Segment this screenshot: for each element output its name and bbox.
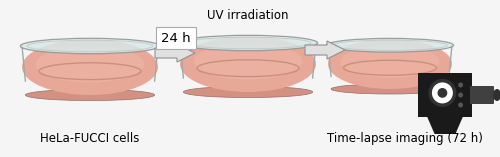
Ellipse shape <box>328 39 452 89</box>
Ellipse shape <box>326 38 454 52</box>
FancyBboxPatch shape <box>418 73 472 117</box>
Text: 24 h: 24 h <box>161 32 191 44</box>
Polygon shape <box>224 39 272 40</box>
Ellipse shape <box>331 84 449 94</box>
Ellipse shape <box>438 88 448 98</box>
Ellipse shape <box>458 92 463 97</box>
FancyBboxPatch shape <box>470 86 494 104</box>
FancyBboxPatch shape <box>156 27 196 49</box>
Text: Time-lapse imaging (72 h): Time-lapse imaging (72 h) <box>327 132 483 145</box>
Polygon shape <box>305 41 345 59</box>
Ellipse shape <box>178 35 318 51</box>
Polygon shape <box>194 39 302 40</box>
Text: UV irradiation: UV irradiation <box>208 9 289 22</box>
Polygon shape <box>427 116 463 134</box>
Ellipse shape <box>340 45 440 78</box>
Ellipse shape <box>180 36 316 92</box>
Ellipse shape <box>428 79 456 107</box>
Ellipse shape <box>194 43 302 79</box>
Ellipse shape <box>20 38 160 54</box>
Text: HeLa-FUCCI cells: HeLa-FUCCI cells <box>40 132 140 145</box>
Polygon shape <box>155 44 195 62</box>
Ellipse shape <box>458 103 463 108</box>
Ellipse shape <box>36 46 144 82</box>
Ellipse shape <box>26 89 154 101</box>
Ellipse shape <box>432 82 453 103</box>
Ellipse shape <box>22 39 158 95</box>
Ellipse shape <box>458 82 463 87</box>
Ellipse shape <box>184 86 312 98</box>
Ellipse shape <box>493 89 500 101</box>
